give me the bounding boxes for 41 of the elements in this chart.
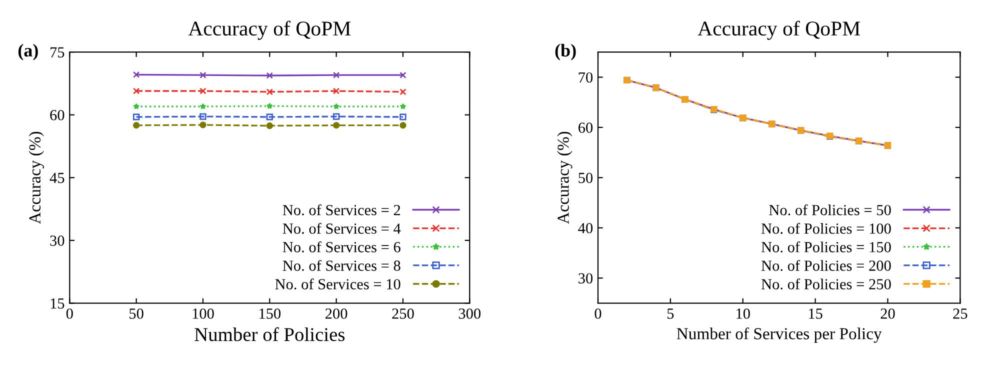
y-tick-label: 40 bbox=[578, 222, 593, 234]
y-tick-label: 75 bbox=[50, 47, 64, 58]
y-axis-title: Accuracy (%) bbox=[557, 132, 572, 224]
y-tick-label: 60 bbox=[578, 122, 593, 133]
legend-label: No. of Services = 6 bbox=[282, 241, 400, 252]
chart-title: Accuracy of QoPM bbox=[698, 20, 860, 40]
legend-label: No. of Services = 2 bbox=[282, 204, 400, 216]
legend-label: No. of Policies = 150 bbox=[761, 241, 891, 252]
x-axis-title: Number of Policies bbox=[194, 327, 345, 342]
legend-label: No. of Policies = 100 bbox=[761, 222, 891, 234]
x-tick-label: 50 bbox=[130, 308, 144, 319]
legend-label: No. of Services = 8 bbox=[282, 260, 400, 271]
y-tick-label: 50 bbox=[578, 172, 593, 184]
x-tick-label: 20 bbox=[880, 308, 895, 319]
x-tick-label: 300 bbox=[458, 308, 481, 319]
x-axis-title: Number of Services per Policy bbox=[676, 327, 882, 343]
x-tick-label: 0 bbox=[594, 308, 602, 319]
y-tick-label: 45 bbox=[50, 172, 64, 184]
x-tick-label: 250 bbox=[392, 308, 414, 319]
legend-label: No. of Services = 4 bbox=[282, 222, 401, 234]
legend-label: No. of Policies = 250 bbox=[761, 278, 891, 290]
text: (a) bbox=[18, 44, 38, 60]
x-tick-label: 15 bbox=[809, 308, 822, 319]
y-tick-label: 30 bbox=[50, 236, 64, 246]
x-tick-label: 0 bbox=[66, 308, 73, 319]
y-tick-label: 60 bbox=[50, 110, 64, 120]
y-tick-label: 70 bbox=[578, 72, 593, 83]
x-tick-label: 25 bbox=[953, 308, 968, 319]
x-tick-label: 200 bbox=[326, 308, 348, 319]
legend-label: No. of Policies = 200 bbox=[761, 260, 891, 271]
legend-label: No. of Services = 10 bbox=[275, 278, 400, 290]
y-tick-label: 30 bbox=[578, 273, 593, 284]
x-tick-label: 100 bbox=[192, 308, 214, 319]
legend-label: No. of Policies = 50 bbox=[769, 204, 891, 216]
text: (b) bbox=[555, 44, 576, 60]
x-tick-label: 5 bbox=[668, 308, 674, 319]
y-axis-title: Accuracy (%) bbox=[28, 132, 44, 224]
y-tick-label: 15 bbox=[50, 298, 64, 309]
chart-title: Accuracy of QoPM bbox=[188, 20, 351, 40]
x-tick-label: 10 bbox=[736, 308, 750, 319]
x-tick-label: 150 bbox=[260, 308, 281, 319]
